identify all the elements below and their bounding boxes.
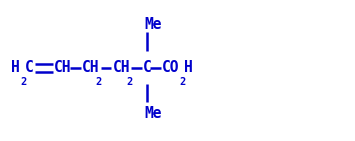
Text: 2: 2 [20,77,27,87]
Text: H: H [184,60,192,75]
Text: C: C [25,60,34,75]
Text: CH: CH [113,60,130,75]
Text: H: H [11,60,20,75]
Text: CH: CH [82,60,99,75]
Text: CO: CO [162,60,179,75]
Text: C: C [143,60,152,75]
Text: 2: 2 [179,77,185,87]
Text: Me: Me [144,17,162,32]
Text: 2: 2 [95,77,102,87]
Text: CH: CH [54,60,71,75]
Text: 2: 2 [126,77,132,87]
Text: Me: Me [144,106,162,121]
